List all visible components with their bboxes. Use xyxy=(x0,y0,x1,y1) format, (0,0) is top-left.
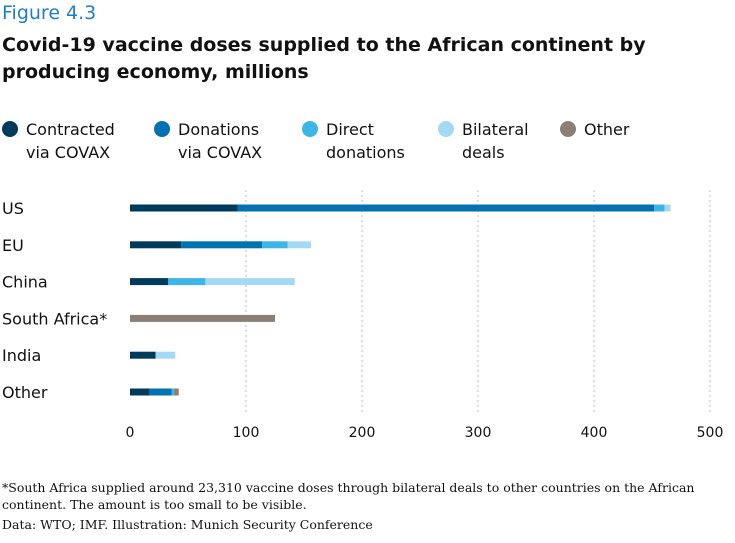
bar-segment xyxy=(130,351,156,359)
figure-label: Figure 4.3 xyxy=(2,2,97,24)
legend-item: Direct donations xyxy=(302,118,405,164)
legend-item: Bilateral deals xyxy=(438,118,529,164)
legend-label: Direct donations xyxy=(326,120,405,162)
bar-segment xyxy=(130,241,182,249)
bar-segment xyxy=(287,241,311,249)
bar-segment xyxy=(155,351,176,359)
category-label: EU xyxy=(2,236,24,255)
legend-label: Other xyxy=(584,120,630,139)
bar-segment xyxy=(130,204,238,212)
x-tick-label: 200 xyxy=(349,425,376,441)
bar-segment xyxy=(130,278,169,286)
bar-segment xyxy=(205,278,295,286)
x-tick-label: 400 xyxy=(581,425,608,441)
bar-segment xyxy=(149,388,172,396)
legend-swatch xyxy=(2,121,18,137)
legend-swatch xyxy=(302,121,318,137)
legend-item: Donations via COVAX xyxy=(154,118,262,164)
category-label: Other xyxy=(2,383,48,402)
footnote: *South Africa supplied around 23,310 vac… xyxy=(2,480,695,512)
legend-label: Donations via COVAX xyxy=(178,120,263,162)
bar-segment xyxy=(181,241,263,249)
category-label: China xyxy=(2,273,48,292)
bar-segment xyxy=(168,278,206,286)
category-label: US xyxy=(2,199,24,218)
category-label: India xyxy=(2,346,41,365)
category-label: South Africa* xyxy=(2,309,107,328)
bar-segment xyxy=(174,388,179,396)
chart-title: Covid-19 vaccine doses supplied to the A… xyxy=(2,34,646,83)
legend-label: Bilateral deals xyxy=(462,120,529,162)
legend-item: Other xyxy=(560,118,629,141)
legend-swatch xyxy=(154,121,170,137)
legend-label: Contracted via COVAX xyxy=(26,120,115,162)
bar-segment xyxy=(130,388,150,396)
bar-segment xyxy=(654,204,665,212)
bar-segment xyxy=(130,314,275,322)
legend-swatch xyxy=(560,121,576,137)
bar-chart: 0 100 200 300 400 500 US EU China South Africa* In… xyxy=(2,190,724,441)
legend-item: Contracted via COVAX xyxy=(2,118,115,164)
legend-swatch xyxy=(438,121,454,137)
bar-segment xyxy=(237,204,655,212)
x-tick-label: 0 xyxy=(126,425,135,441)
x-tick-label: 500 xyxy=(697,425,724,441)
bar-segment xyxy=(262,241,288,249)
bar-segment xyxy=(664,204,671,212)
bar-segment xyxy=(171,388,175,396)
x-tick-label: 100 xyxy=(233,425,260,441)
x-tick-label: 300 xyxy=(465,425,492,441)
source-note: Data: WTO; IMF. Illustration: Munich Sec… xyxy=(2,517,373,532)
